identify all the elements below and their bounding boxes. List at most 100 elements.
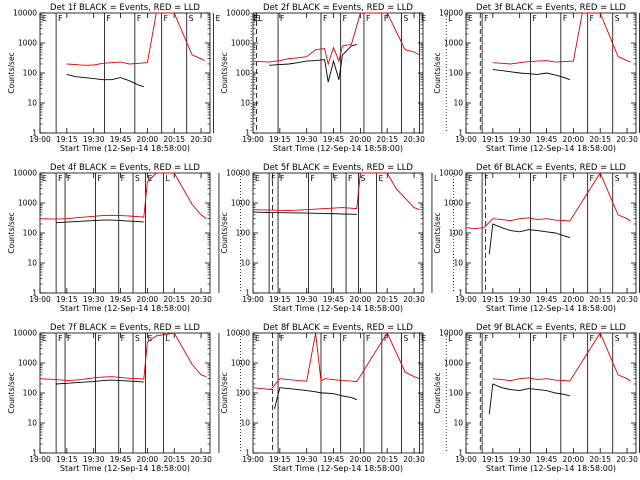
chart-title: Det 7f BLACK = Events, RED = LLD (50, 323, 200, 333)
x-tick-label: 19:15 (482, 295, 504, 304)
y-tick-label: 10000 (439, 9, 463, 18)
y-tick-label: 10000 (13, 169, 37, 178)
x-tick-label: 20:15 (163, 295, 185, 304)
y-tick-label: 10000 (226, 169, 250, 178)
series-line-red (252, 332, 420, 391)
x-tick-label: 19:00 (455, 295, 477, 304)
y-tick-label: 1000 (231, 199, 250, 208)
region-label: F (532, 334, 536, 343)
y-tick-label: 100 (23, 69, 38, 78)
x-tick-label: 19:30 (509, 135, 531, 144)
region-label: F (97, 334, 101, 343)
chart-title: Det 3f BLACK = Events, RED = LLD (476, 3, 626, 13)
y-axis-label: Counts/sec (220, 52, 229, 93)
region-label: E (378, 174, 383, 183)
region-label: F (58, 174, 62, 183)
x-tick-label: 20:00 (350, 135, 372, 144)
region-label: F (532, 14, 536, 23)
region-label: L (448, 14, 453, 23)
region-label: F (590, 334, 594, 343)
region-label: F (563, 174, 567, 183)
y-tick-label: 10 (27, 259, 37, 268)
y-tick-label: 1000 (444, 199, 463, 208)
region-label: F (484, 334, 488, 343)
series-line-red (39, 332, 207, 382)
x-axis-label: Start Time (12-Sep-14 18:58:00) (486, 304, 616, 313)
x-tick-label: 19:15 (269, 295, 291, 304)
x-axis-label: Start Time (12-Sep-14 18:58:00) (273, 464, 403, 473)
region-label: S (615, 14, 620, 23)
region-label: F (484, 14, 488, 23)
x-axis-label: Start Time (12-Sep-14 18:58:00) (60, 464, 190, 473)
y-tick-label: 1000 (444, 39, 463, 48)
x-tick-label: 20:00 (563, 295, 585, 304)
y-tick-label: 1 (458, 129, 463, 138)
y-axis-label: Counts/sec (433, 372, 442, 413)
region-label: F (348, 174, 352, 183)
region-label: F (271, 174, 275, 183)
chart-title: Det 2f BLACK = Events, RED = LLD (263, 3, 413, 13)
region-label: F (106, 14, 110, 23)
region-label: E (421, 14, 426, 23)
series-line-black (252, 211, 357, 215)
x-tick-label: 19:45 (110, 295, 132, 304)
chart-title: Det 6f BLACK = Events, RED = LLD (476, 163, 626, 173)
y-tick-label: 100 (236, 69, 251, 78)
region-label: S (615, 174, 620, 183)
region-label: F (280, 14, 284, 23)
region-label: F (563, 334, 567, 343)
chart-title: Det 9f BLACK = Events, RED = LLD (476, 323, 626, 333)
y-tick-label: 10 (453, 99, 463, 108)
y-tick-label: 1000 (231, 359, 250, 368)
region-label: F (97, 174, 101, 183)
x-tick-label: 19:15 (482, 135, 504, 144)
region-label: E (255, 14, 260, 23)
x-tick-label: 19:45 (110, 135, 132, 144)
region-label: E (468, 14, 473, 23)
x-tick-label: 20:30 (403, 295, 425, 304)
x-tick-label: 20:30 (190, 455, 212, 464)
x-tick-label: 19:45 (536, 455, 558, 464)
x-tick-label: 19:45 (323, 295, 345, 304)
region-label: F (121, 174, 125, 183)
series-line-red (252, 172, 420, 212)
region-label: E (148, 334, 153, 343)
region-label: F (310, 174, 314, 183)
x-tick-label: 20:15 (589, 295, 611, 304)
series-line-black (488, 223, 570, 255)
x-tick-label: 19:45 (323, 455, 345, 464)
x-tick-label: 19:30 (296, 295, 318, 304)
region-label: F (164, 14, 168, 23)
series-line-black (492, 69, 570, 81)
series-line-black (66, 73, 144, 88)
chart-panel-9: Det 9f BLACK = Events, RED = LLDEFFFFSEE… (433, 323, 640, 473)
y-tick-label: 1 (245, 449, 250, 458)
series-line-red (492, 12, 631, 65)
y-tick-label: 1 (458, 449, 463, 458)
series-line-red (66, 12, 205, 66)
x-tick-label: 19:00 (29, 135, 51, 144)
y-tick-label: 1000 (18, 199, 37, 208)
x-tick-label: 19:15 (56, 455, 78, 464)
x-axis-label: Start Time (12-Sep-14 18:58:00) (486, 464, 616, 473)
region-label: F (280, 174, 284, 183)
y-tick-label: 10000 (13, 329, 37, 338)
region-label: S (404, 14, 409, 23)
series-line-red (39, 172, 207, 220)
x-tick-label: 19:30 (509, 455, 531, 464)
x-tick-label: 20:30 (616, 135, 638, 144)
x-tick-label: 19:30 (296, 135, 318, 144)
y-tick-label: 1000 (444, 359, 463, 368)
plot-frame (39, 12, 211, 134)
y-tick-label: 1 (458, 289, 463, 298)
region-label: E (255, 334, 260, 343)
region-label: E (42, 14, 47, 23)
region-label: F (484, 174, 488, 183)
region-label: E (42, 334, 47, 343)
y-axis-label: Counts/sec (433, 52, 442, 93)
y-tick-label: 10 (240, 419, 250, 428)
region-label: F (67, 334, 71, 343)
x-tick-label: 19:15 (56, 295, 78, 304)
x-tick-label: 19:00 (29, 455, 51, 464)
